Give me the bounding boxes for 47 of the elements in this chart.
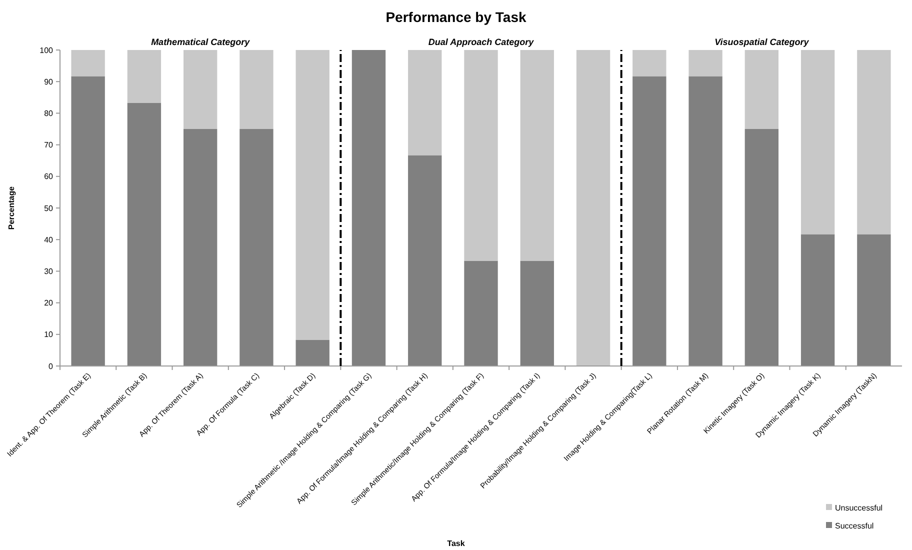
bar [240,50,274,129]
y-tick-label: 20 [44,298,54,308]
bar [296,340,330,366]
bar [688,76,722,366]
y-tick-label: 0 [48,362,54,371]
bar [183,50,218,129]
legend-label: Unsuccessful [835,503,883,512]
y-tick-label: 60 [44,172,54,182]
y-tick-label: 30 [44,267,54,276]
bar [520,260,554,366]
y-tick-label: 80 [44,109,54,118]
legend-label: Successful [835,521,874,530]
bar [464,260,498,366]
y-axis-title: Percentage [7,186,16,230]
y-tick-label: 40 [44,235,54,244]
bar [408,50,442,156]
bar [408,155,442,366]
y-tick-label: 90 [44,77,54,86]
bar [744,129,779,366]
bar [520,50,554,261]
annotation: Visuospatial Category [714,37,810,47]
chart-title: Performance by Task [386,9,526,25]
bar [688,50,722,76]
bar [857,234,891,366]
bar [464,50,498,261]
bar [632,76,666,366]
bar [127,50,162,103]
bar [71,76,105,366]
x-axis-title: Task [447,539,466,548]
bar [296,50,330,340]
bar [857,50,891,234]
bar [576,50,610,366]
bar [71,50,105,76]
bar [744,50,779,129]
annotation: Dual Approach Category [428,37,535,47]
bar [800,234,835,366]
y-tick-label: 10 [44,330,54,340]
bar [352,50,386,366]
y-tick-label: 70 [44,140,54,150]
bar [240,129,274,366]
y-tick-label: 100 [40,46,54,55]
bar [800,50,835,234]
bar [183,129,218,366]
annotation: Mathematical Category [151,37,251,47]
bar [127,102,162,366]
y-tick-label: 50 [44,204,54,213]
bar [632,50,666,76]
